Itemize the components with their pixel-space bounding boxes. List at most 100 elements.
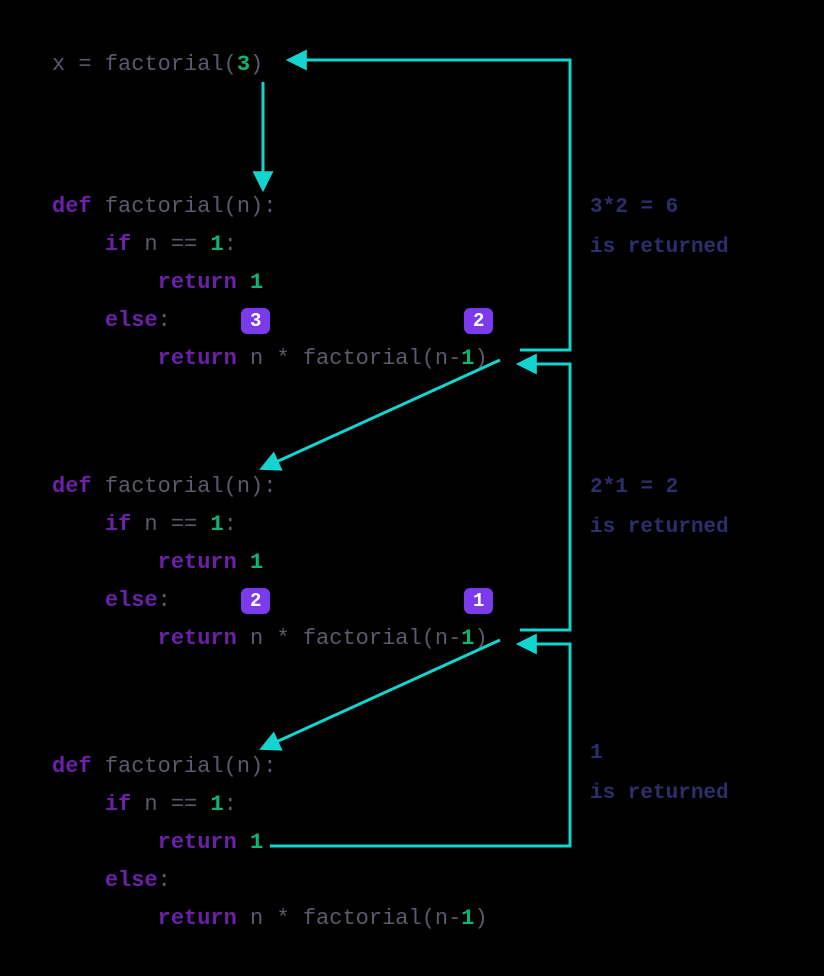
- block-0-line-1: if n == 1:: [52, 230, 237, 261]
- block-0-line-3: else:: [52, 306, 171, 337]
- code-token: [52, 906, 158, 931]
- code-token: factorial: [303, 906, 422, 931]
- code-token: factorial: [303, 346, 422, 371]
- block-2-line-2: return 1: [52, 828, 263, 859]
- code-token: 1: [461, 346, 474, 371]
- code-token: 1: [461, 906, 474, 931]
- code-token: [52, 232, 105, 257]
- code-token: factorial: [105, 754, 224, 779]
- code-token: [52, 830, 158, 855]
- annotation-line2: is returned: [590, 228, 729, 268]
- code-token: ): [475, 906, 488, 931]
- block-1-line-3: else:: [52, 586, 171, 617]
- code-token: return: [158, 270, 250, 295]
- block-2-line-4: return n * factorial(n-1): [52, 904, 488, 935]
- block-1-line-2: return 1: [52, 548, 263, 579]
- code-token: n: [250, 906, 276, 931]
- code-token: (: [224, 52, 237, 77]
- value-badge-2: 2: [241, 588, 270, 614]
- code-token: if: [105, 512, 145, 537]
- code-token: [52, 868, 105, 893]
- code-token: def: [52, 754, 105, 779]
- code-token: n: [435, 346, 448, 371]
- arrow-def2-return-to-def3: [263, 640, 500, 748]
- code-token: n: [237, 474, 250, 499]
- annotation-line2: is returned: [590, 508, 729, 548]
- code-token: n: [435, 906, 448, 931]
- code-token: (: [224, 194, 237, 219]
- arrow-def1-return-to-def2: [263, 360, 500, 468]
- code-token: 3: [237, 52, 250, 77]
- block-2-line-3: else:: [52, 866, 171, 897]
- code-token: -: [448, 906, 461, 931]
- code-token: ): [250, 194, 263, 219]
- block-1-line-4: return n * factorial(n-1): [52, 624, 488, 655]
- arrow-return-6-up: [290, 60, 570, 350]
- call-line: x = factorial(3): [52, 50, 263, 81]
- code-token: :: [158, 868, 171, 893]
- block-0-line-4: return n * factorial(n-1): [52, 344, 488, 375]
- code-token: -: [448, 346, 461, 371]
- code-token: ): [250, 52, 263, 77]
- block-1-line-1: if n == 1:: [52, 510, 237, 541]
- annotation-2: 1is returned: [590, 734, 729, 814]
- annotation-line2: is returned: [590, 774, 729, 814]
- annotation-1: 2*1 = 2is returned: [590, 468, 729, 548]
- code-token: ): [250, 474, 263, 499]
- code-token: :: [158, 308, 171, 333]
- code-token: [52, 512, 105, 537]
- code-token: def: [52, 474, 105, 499]
- code-token: [52, 308, 105, 333]
- annotation-line1: 3*2 = 6: [590, 188, 729, 228]
- code-token: n: [144, 792, 170, 817]
- code-token: ==: [171, 792, 211, 817]
- code-token: else: [105, 868, 158, 893]
- code-token: [52, 588, 105, 613]
- code-token: if: [105, 792, 145, 817]
- block-2-line-1: if n == 1:: [52, 790, 237, 821]
- block-0-line-0: def factorial(n):: [52, 192, 276, 223]
- code-token: factorial: [105, 194, 224, 219]
- code-token: n: [144, 232, 170, 257]
- code-token: *: [276, 906, 302, 931]
- code-token: ): [250, 754, 263, 779]
- value-badge-1: 2: [464, 308, 493, 334]
- code-token: 1: [210, 232, 223, 257]
- code-token: :: [263, 194, 276, 219]
- code-token: n: [435, 626, 448, 651]
- code-token: ==: [171, 512, 211, 537]
- code-token: x: [52, 52, 78, 77]
- annotation-0: 3*2 = 6is returned: [590, 188, 729, 268]
- code-token: return: [158, 550, 250, 575]
- code-token: if: [105, 232, 145, 257]
- arrow-return-1-up: [270, 644, 570, 846]
- code-token: [52, 792, 105, 817]
- code-token: (: [422, 626, 435, 651]
- code-token: factorial: [303, 626, 422, 651]
- code-token: n: [144, 512, 170, 537]
- code-token: 1: [210, 512, 223, 537]
- code-token: ): [475, 346, 488, 371]
- code-token: [52, 346, 158, 371]
- code-token: 1: [250, 270, 263, 295]
- code-token: n: [250, 346, 276, 371]
- code-token: factorial: [105, 52, 224, 77]
- code-token: :: [224, 232, 237, 257]
- code-token: return: [158, 626, 250, 651]
- value-badge-0: 3: [241, 308, 270, 334]
- code-token: return: [158, 906, 250, 931]
- code-token: else: [105, 588, 158, 613]
- code-token: 1: [210, 792, 223, 817]
- code-token: factorial: [105, 474, 224, 499]
- code-token: :: [158, 588, 171, 613]
- code-token: [52, 550, 158, 575]
- code-token: ==: [171, 232, 211, 257]
- code-token: return: [158, 830, 250, 855]
- code-token: else: [105, 308, 158, 333]
- annotation-line1: 1: [590, 734, 729, 774]
- code-token: [52, 626, 158, 651]
- code-token: :: [224, 512, 237, 537]
- code-token: 1: [250, 830, 263, 855]
- code-token: return: [158, 346, 250, 371]
- code-token: (: [224, 754, 237, 779]
